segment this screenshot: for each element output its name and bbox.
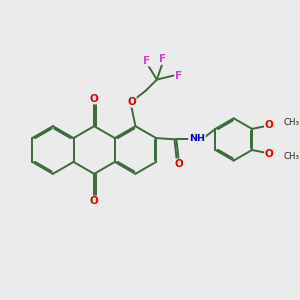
Text: O: O xyxy=(174,159,183,170)
Text: O: O xyxy=(265,120,274,130)
Text: O: O xyxy=(90,94,98,103)
Text: O: O xyxy=(90,196,98,206)
Text: NH: NH xyxy=(189,134,205,143)
Text: CH₃: CH₃ xyxy=(284,118,299,127)
Text: O: O xyxy=(127,97,136,107)
Text: F: F xyxy=(143,56,150,66)
Text: F: F xyxy=(176,70,183,80)
Text: CH₃: CH₃ xyxy=(284,152,299,161)
Text: F: F xyxy=(159,54,167,64)
Text: O: O xyxy=(265,149,274,159)
